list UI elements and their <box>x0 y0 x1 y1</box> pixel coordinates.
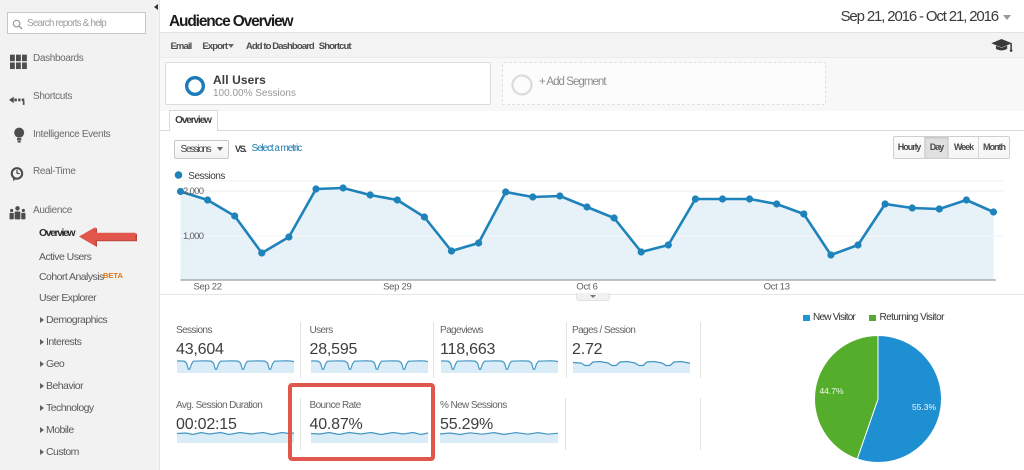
svg-text:Sep 29: Sep 29 <box>383 281 411 292</box>
svg-text:Oct 6: Oct 6 <box>576 281 597 292</box>
svg-text:Sep 22: Sep 22 <box>193 281 221 292</box>
svg-text:1,000: 1,000 <box>183 231 204 242</box>
svg-text:Sessions: Sessions <box>188 171 225 182</box>
svg-text:Oct 13: Oct 13 <box>764 281 790 292</box>
svg-text:44.7%: 44.7% <box>819 386 844 396</box>
svg-text:55.3%: 55.3% <box>912 402 937 412</box>
svg-text:2,000: 2,000 <box>183 186 204 197</box>
